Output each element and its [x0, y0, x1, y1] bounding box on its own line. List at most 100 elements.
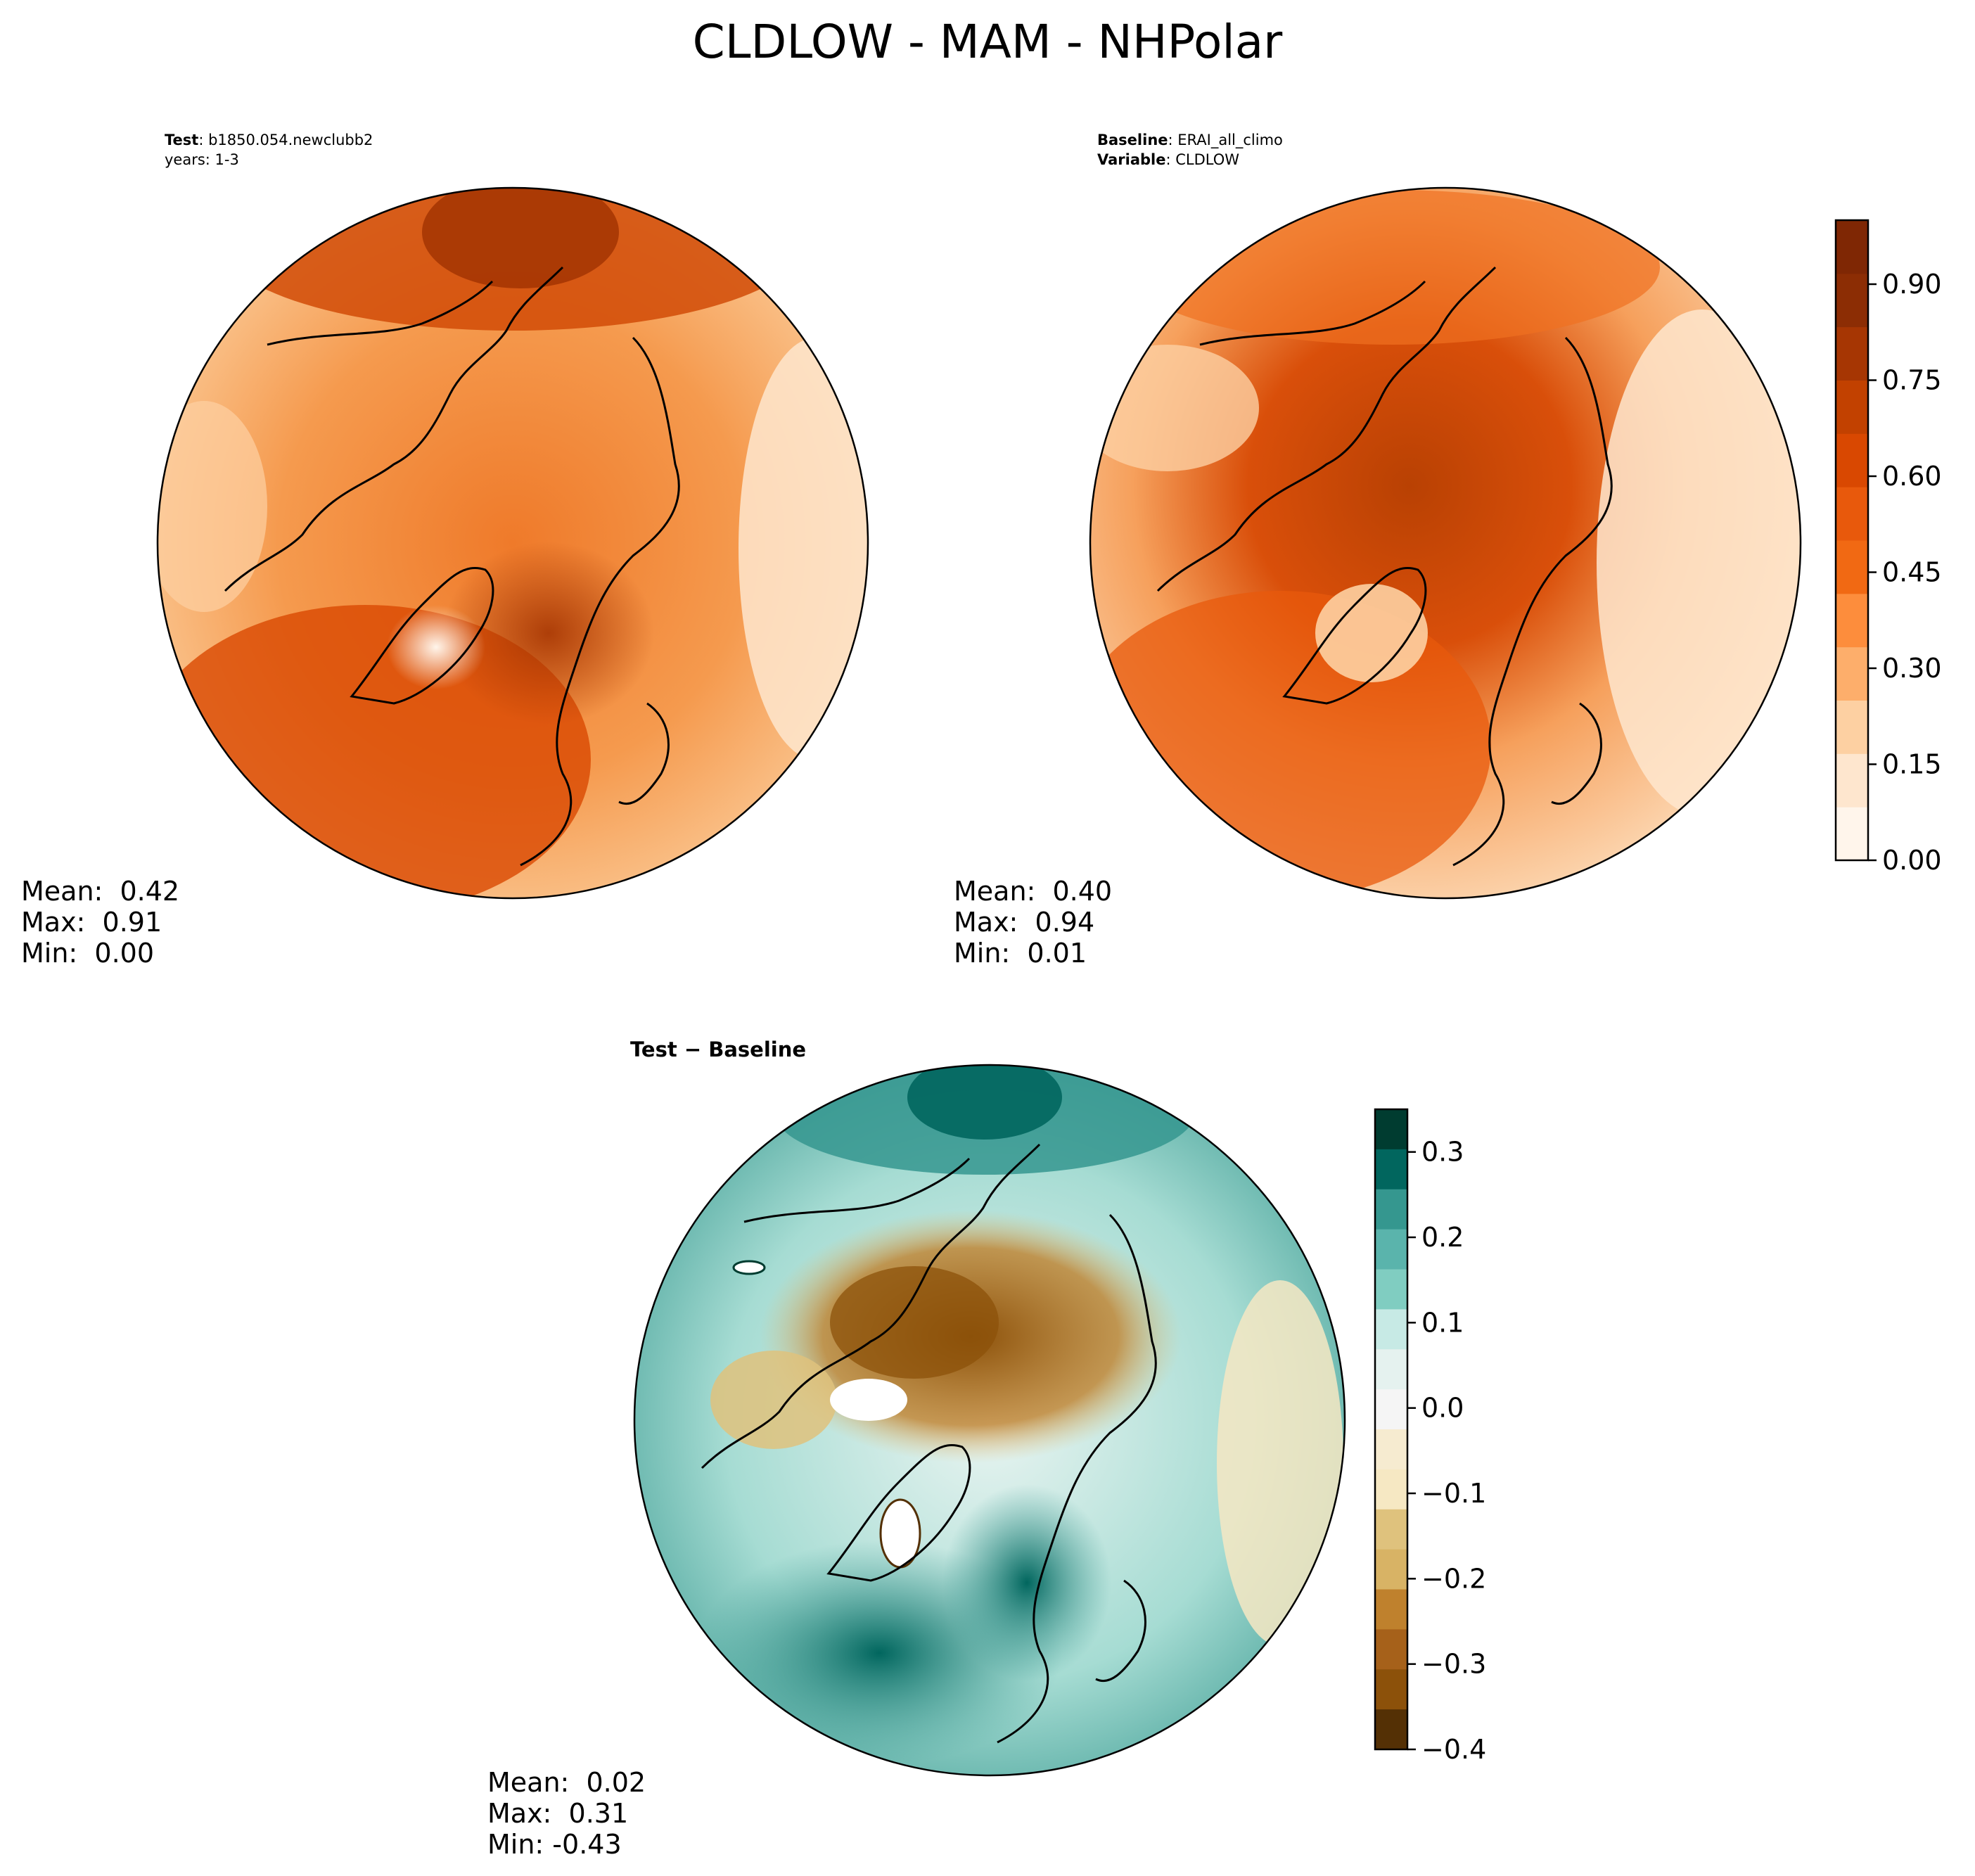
baseline-coastline-greenland: [1282, 566, 1427, 705]
diff-title: Test − Baseline: [630, 1038, 806, 1061]
baseline-colorbar-segment: [1836, 593, 1868, 648]
test-map-greenland-light: [387, 605, 485, 689]
test-map-west-light: [158, 401, 267, 612]
test-map: [158, 188, 868, 898]
diff-stat-min: Min: -0.43: [487, 1829, 622, 1860]
diff-colorbar-tick-label: 0.1: [1421, 1307, 1464, 1338]
diff-colorbar-tick-label: −0.4: [1421, 1734, 1486, 1765]
test-subline: years: 1-3: [165, 151, 239, 168]
diff-coastline-siberia: [743, 1157, 971, 1223]
baseline-coastline-north-america: [1156, 266, 1497, 592]
baseline-map-border: [1089, 186, 1802, 900]
diff-colorbar-segment: [1375, 1109, 1407, 1150]
test-panel: Test: b1850.054.newclubb2 years: 1-3 Mea…: [21, 132, 869, 969]
diff-colorbar-tick-label: −0.3: [1421, 1649, 1486, 1680]
figure-title: CLDLOW - MAM - NHPolar: [693, 15, 1283, 69]
baseline-header: Baseline: ERAI_all_climo: [1097, 132, 1283, 149]
baseline-stat-mean: Mean: 0.40: [954, 876, 1112, 907]
test-coastline-scandinavia: [618, 702, 670, 805]
baseline-colorbar-segment: [1836, 380, 1868, 434]
test-label-value: b1850.054.newclubb2: [208, 132, 373, 148]
diff-colorbar-tick-label: 0.2: [1421, 1222, 1464, 1253]
test-map-center-blob: [443, 542, 654, 725]
diff-colorbar-segment: [1375, 1589, 1407, 1630]
baseline-coastline-siberia: [1199, 280, 1426, 346]
diff-map-arctic-white: [830, 1379, 907, 1421]
baseline-colorbar-segment: [1836, 753, 1868, 808]
diff-colorbar-tick-label: −0.1: [1421, 1478, 1486, 1509]
baseline-coastline-scandinavia: [1551, 702, 1602, 805]
baseline-colorbar-tick-label: 0.15: [1882, 749, 1942, 780]
diff-colorbar-segment: [1375, 1269, 1407, 1310]
test-label-key: Test: [165, 132, 198, 148]
diff-coastline-north-america: [701, 1143, 1041, 1469]
diff-colorbar-tick-label: −0.2: [1421, 1563, 1486, 1594]
baseline-map-southwest-band: [1090, 591, 1491, 898]
diff-colorbar-segment: [1375, 1469, 1407, 1510]
test-map-border: [156, 186, 869, 900]
baseline-colorbar-tick-label: 0.90: [1882, 269, 1942, 300]
test-map-north-core: [422, 188, 619, 288]
baseline-colorbar-segment: [1836, 433, 1868, 487]
diff-colorbar-segment: [1375, 1389, 1407, 1430]
diff-colorbar-frame: [1374, 1108, 1409, 1751]
baseline-sub-value: CLDLOW: [1175, 151, 1239, 168]
baseline-map-north-band: [1125, 190, 1660, 345]
diff-map-border: [633, 1064, 1346, 1777]
baseline-colorbar-segment: [1836, 807, 1868, 861]
test-map-east-light: [739, 338, 868, 760]
baseline-map-east-light: [1597, 310, 1801, 816]
baseline-panel: Baseline: ERAI_all_climo Variable: CLDLO…: [954, 132, 1942, 969]
baseline-colorbar-segment: [1836, 326, 1868, 381]
diff-colorbar-segment: [1375, 1189, 1407, 1230]
baseline-colorbar-tick-label: 0.60: [1882, 461, 1942, 492]
baseline-sub-key: Variable: [1097, 151, 1165, 168]
baseline-map-northwest-light: [1090, 345, 1259, 471]
diff-stat-mean: Mean: 0.02: [487, 1767, 646, 1798]
baseline-colorbar-tick-label: 0.75: [1882, 365, 1942, 396]
diff-colorbar: 0.3 0.2 0.1 0.0 −0.1 −0.2 −0.3 −0.4: [1374, 1108, 1486, 1765]
baseline-colorbar-tick-label: 0.00: [1882, 845, 1942, 876]
diff-map-north-teal-core: [907, 1065, 1062, 1140]
baseline-colorbar-tick-label: 0.45: [1882, 557, 1942, 588]
baseline-colorbar-frame: [1834, 219, 1869, 862]
test-stat-max: Max: 0.91: [21, 907, 162, 938]
test-stat-min: Min: 0.00: [21, 938, 154, 969]
baseline-stat-min: Min: 0.01: [954, 938, 1087, 969]
baseline-colorbar-segment: [1836, 700, 1868, 754]
test-header: Test: b1850.054.newclubb2: [165, 132, 373, 148]
baseline-colorbar-segment: [1836, 540, 1868, 594]
baseline-colorbar-segment: [1836, 273, 1868, 328]
diff-colorbar-segment: [1375, 1309, 1407, 1350]
diff-map: [634, 1065, 1345, 1775]
diff-map-east-cream: [1217, 1280, 1343, 1646]
diff-panel: Test − Baseline Mean: 0.02 Max: 0.31 Min…: [487, 1038, 1486, 1860]
baseline-label-value: ERAI_all_climo: [1177, 132, 1283, 149]
baseline-map-greenland-light: [1315, 584, 1428, 682]
baseline-colorbar-tick-label: 0.30: [1882, 653, 1942, 684]
baseline-label-key: Baseline: [1097, 132, 1168, 148]
diff-stat-max: Max: 0.31: [487, 1798, 628, 1829]
test-coastline-siberia: [267, 280, 494, 346]
test-coastline-greenland: [350, 566, 494, 705]
test-coastline-north-america: [224, 266, 564, 592]
diff-map-east-teal: [942, 1484, 1111, 1681]
diff-colorbar-tick-label: 0.3: [1421, 1137, 1464, 1168]
baseline-coastline-eurasia: [1452, 336, 1613, 867]
diff-colorbar-segment: [1375, 1429, 1407, 1470]
diff-coastline-scandinavia: [1095, 1579, 1146, 1683]
diff-map-northwest-white: [732, 1260, 766, 1275]
diff-map-brown-core: [830, 1266, 999, 1379]
diff-colorbar-segment: [1375, 1709, 1407, 1750]
diff-colorbar-tick-label: 0.0: [1421, 1393, 1464, 1424]
diff-colorbar-segment: [1375, 1549, 1407, 1590]
diff-coastline-eurasia: [997, 1213, 1157, 1744]
diff-coastline-greenland: [826, 1443, 971, 1582]
baseline-colorbar-segment: [1836, 646, 1868, 701]
diff-colorbar-segment: [1375, 1669, 1407, 1710]
test-stat-mean: Mean: 0.42: [21, 876, 179, 907]
diff-colorbar-segment: [1375, 1509, 1407, 1550]
diff-colorbar-segment: [1375, 1149, 1407, 1190]
baseline-colorbar-segment: [1836, 487, 1868, 541]
diff-colorbar-segment: [1375, 1229, 1407, 1270]
